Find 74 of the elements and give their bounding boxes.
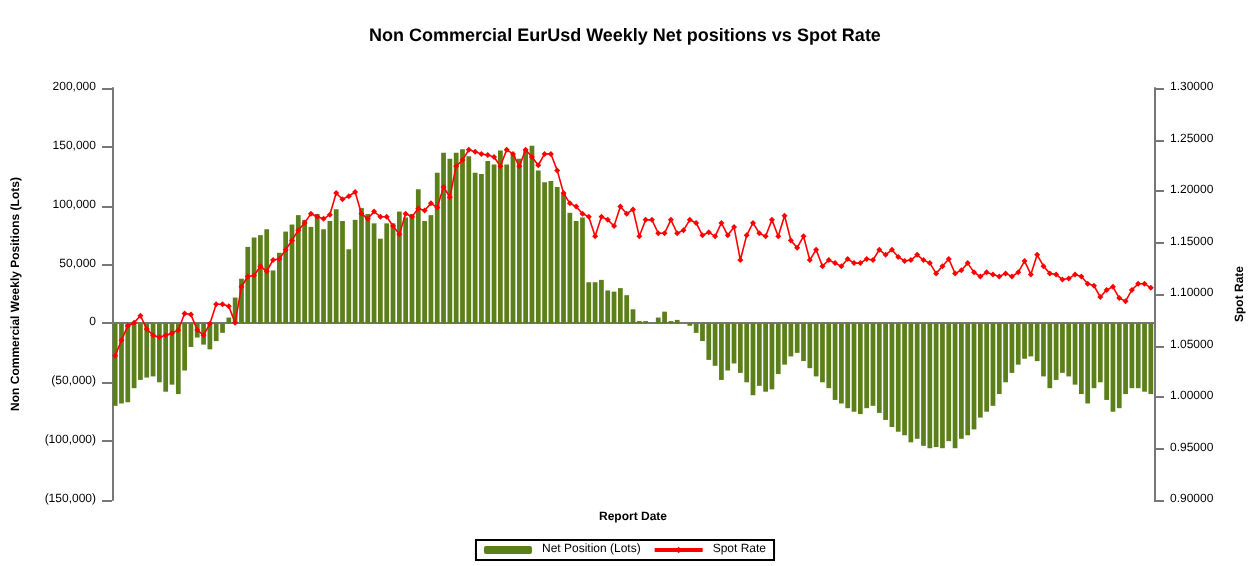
bar	[801, 323, 806, 362]
bar	[213, 323, 219, 342]
bar	[396, 211, 402, 324]
bar	[984, 323, 990, 412]
bar	[359, 208, 364, 324]
bar	[1060, 323, 1065, 373]
bar	[1028, 323, 1034, 357]
bar	[220, 323, 225, 333]
bar	[138, 323, 143, 380]
bar	[441, 152, 446, 324]
bar	[1022, 323, 1027, 359]
bar	[384, 223, 390, 324]
bar	[845, 323, 851, 409]
bar	[498, 150, 503, 324]
bar	[447, 158, 453, 324]
bar	[175, 323, 181, 395]
bar	[460, 149, 465, 324]
bar	[144, 323, 150, 378]
bar	[624, 295, 630, 324]
bar	[1116, 323, 1122, 409]
bar	[365, 213, 371, 324]
bar	[1079, 323, 1084, 395]
bar	[914, 323, 920, 439]
bar	[1142, 323, 1147, 392]
bar	[264, 229, 270, 324]
bar	[258, 235, 263, 324]
bar	[516, 158, 522, 324]
bar	[662, 311, 667, 324]
bar	[333, 209, 339, 324]
bar	[466, 156, 472, 324]
bar	[302, 219, 307, 324]
bar	[599, 279, 604, 324]
bar	[895, 323, 901, 432]
bar	[706, 323, 712, 360]
bar	[807, 323, 813, 369]
bar	[883, 323, 888, 420]
bar	[839, 323, 844, 404]
bar	[1066, 323, 1072, 377]
bar	[314, 213, 320, 324]
bar	[876, 323, 882, 413]
bar	[864, 323, 870, 409]
bar	[573, 221, 579, 324]
bar	[125, 323, 131, 403]
bar	[283, 231, 289, 324]
bar	[813, 323, 819, 377]
bar	[820, 323, 825, 383]
bar	[1047, 323, 1053, 389]
bar	[927, 323, 933, 449]
bar	[1148, 323, 1154, 395]
bar	[618, 288, 623, 324]
bar	[908, 323, 914, 443]
bar	[940, 323, 945, 449]
bar	[902, 323, 907, 436]
bar	[719, 323, 724, 380]
bar	[693, 323, 699, 333]
bar	[415, 189, 421, 324]
bar	[965, 323, 971, 436]
bar	[523, 149, 529, 324]
bar	[112, 323, 118, 406]
chart-title: Non Commercial EurUsd Weekly Net positions vs Spot Rate	[369, 25, 881, 45]
bar	[1015, 323, 1021, 365]
bar	[763, 323, 768, 392]
bar	[946, 323, 952, 442]
bar	[163, 323, 169, 392]
bar	[453, 152, 459, 324]
bar	[554, 186, 560, 324]
bar	[921, 323, 926, 446]
bar	[561, 192, 566, 324]
bar	[119, 323, 124, 404]
bar	[1135, 323, 1141, 389]
bar	[295, 215, 301, 324]
bar	[857, 323, 863, 415]
bar	[1085, 323, 1091, 404]
bar	[794, 323, 800, 353]
